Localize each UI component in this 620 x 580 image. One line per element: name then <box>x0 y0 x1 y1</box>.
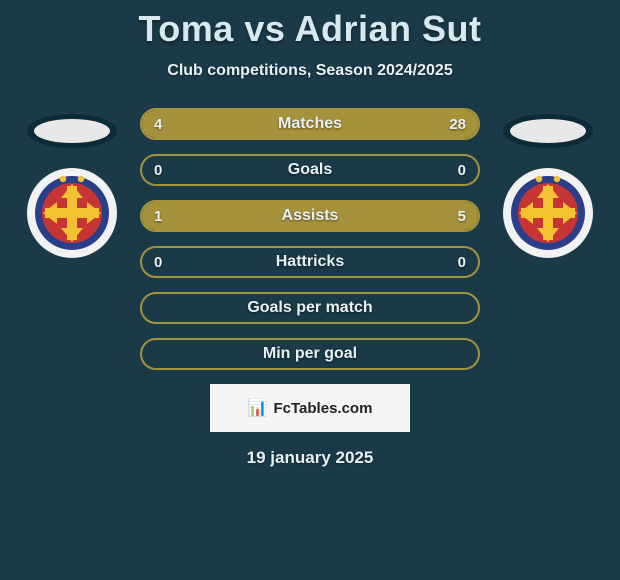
stat-row: Goals per match <box>140 292 480 324</box>
left-side <box>22 114 122 258</box>
stat-row: Min per goal <box>140 338 480 370</box>
stat-label: Hattricks <box>142 248 478 276</box>
stat-row: 00Goals <box>140 154 480 186</box>
right-flag-inner <box>510 119 586 143</box>
attribution-box: 📊 FcTables.com <box>210 384 410 432</box>
left-flag <box>27 114 117 148</box>
date-label: 19 january 2025 <box>0 448 620 468</box>
stat-row: 428Matches <box>140 108 480 140</box>
player-left-name: Toma <box>138 8 233 49</box>
stat-label: Matches <box>142 110 478 138</box>
left-club-badge <box>27 168 117 258</box>
stat-label: Min per goal <box>142 340 478 368</box>
right-club-badge <box>503 168 593 258</box>
page-title: Toma vs Adrian Sut <box>0 8 620 50</box>
content-row: 428Matches 00Goals 15Assists 00Hattricks Goa… <box>0 108 620 370</box>
stat-row: 15Assists <box>140 200 480 232</box>
right-flag <box>503 114 593 148</box>
comparison-card: Toma vs Adrian Sut Club competitions, Se… <box>0 0 620 468</box>
subtitle: Club competitions, Season 2024/2025 <box>0 62 620 80</box>
club-crest-icon <box>509 174 587 252</box>
title-separator: vs <box>244 8 285 49</box>
stat-label: Assists <box>142 202 478 230</box>
right-side <box>498 114 598 258</box>
left-flag-inner <box>34 119 110 143</box>
stat-label: Goals per match <box>142 294 478 322</box>
player-right-name: Adrian Sut <box>295 8 482 49</box>
stat-label: Goals <box>142 156 478 184</box>
attribution-text: FcTables.com <box>274 400 373 417</box>
club-crest-icon <box>33 174 111 252</box>
stats-column: 428Matches 00Goals 15Assists 00Hattricks Goa… <box>140 108 480 370</box>
chart-icon: 📊 <box>248 398 268 418</box>
stat-row: 00Hattricks <box>140 246 480 278</box>
